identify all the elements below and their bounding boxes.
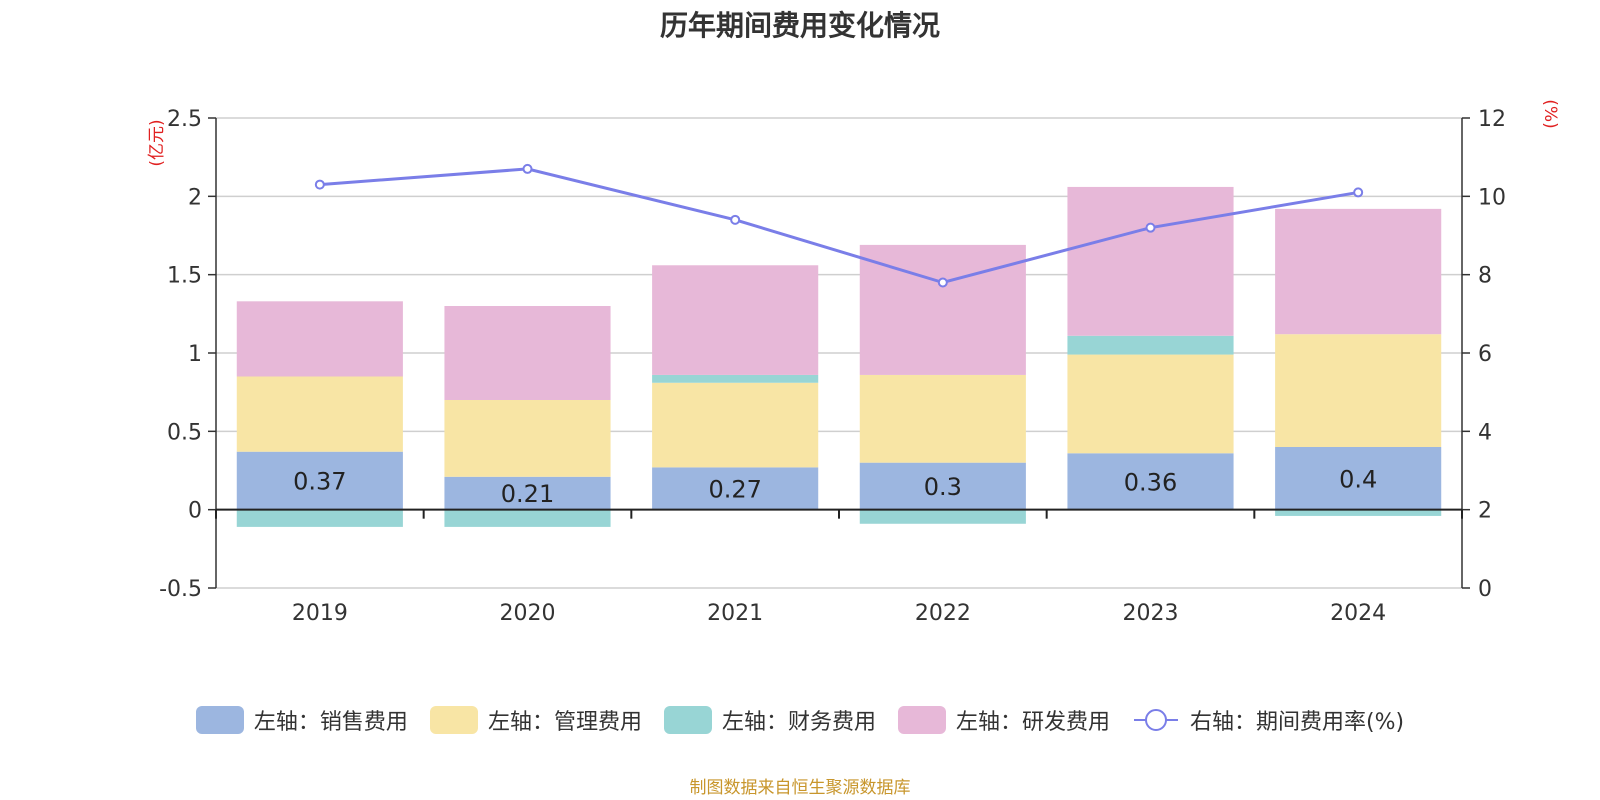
expense-rate-point <box>522 163 533 174</box>
bar-segment-rd <box>236 301 403 377</box>
bar-segment-finance <box>652 374 819 383</box>
bar-segment-finance <box>859 509 1026 524</box>
x-axis-tick-label: 2021 <box>707 601 763 626</box>
bar-segment-sales <box>236 451 403 510</box>
bar-data-label: 0.27 <box>708 476 761 504</box>
bar-segment-admin <box>444 400 611 477</box>
bar-segment-admin <box>859 374 1026 463</box>
legend-swatch-rd <box>897 706 946 734</box>
right-axis-tick-label: 4 <box>1478 420 1492 445</box>
expense-rate-point <box>1353 187 1364 198</box>
legend-label-admin: 左轴：管理费用 <box>487 710 642 735</box>
bar-segment-finance <box>1275 509 1442 516</box>
expense-rate-point <box>730 214 741 225</box>
legend-swatch-finance <box>663 706 712 734</box>
x-axis-tick-label: 2022 <box>915 601 971 626</box>
bar-segment-admin <box>1067 354 1234 454</box>
bar-segment-admin <box>236 376 403 452</box>
x-axis-tick-label: 2019 <box>292 601 348 626</box>
legend-item-finance[interactable]: 左轴：财务费用 <box>663 704 876 736</box>
legend-item-sales[interactable]: 左轴：销售费用 <box>195 704 408 736</box>
bar-segment-rd <box>652 265 819 375</box>
bar-segment-rd <box>1275 208 1442 335</box>
bar-segment-rd <box>1067 186 1234 336</box>
bar-data-label: 0.4 <box>1339 465 1377 493</box>
right-axis-tick-label: 6 <box>1478 342 1492 367</box>
right-axis-tick-label: 2 <box>1478 499 1492 524</box>
legend-item-rd[interactable]: 左轴：研发费用 <box>897 704 1110 736</box>
bar-segment-sales <box>652 467 819 510</box>
bar-segment-finance <box>444 509 611 527</box>
bar-segment-sales <box>1275 447 1442 510</box>
bar-data-label: 0.36 <box>1124 468 1177 496</box>
legend: 左轴：销售费用 左轴：管理费用 左轴：财务费用 左轴：研发费用 右轴：期间费用率… <box>0 704 1600 736</box>
left-axis-tick-label: 1.5 <box>167 264 202 289</box>
bar-segment-sales <box>1067 453 1234 510</box>
legend-item-expense-rate[interactable]: 右轴：期间费用率(%) <box>1132 704 1404 736</box>
right-axis-tick-label: 8 <box>1478 264 1492 289</box>
left-axis-tick-label: 0.5 <box>167 420 202 445</box>
x-axis-tick-label: 2024 <box>1330 601 1386 626</box>
bar-segment-finance <box>236 509 403 527</box>
bar-data-label: 0.3 <box>924 473 962 501</box>
right-axis-tick-label: 12 <box>1478 107 1506 132</box>
legend-label-finance: 左轴：财务费用 <box>721 710 876 735</box>
legend-label-expense-rate: 右轴：期间费用率(%) <box>1189 710 1405 735</box>
source-note: 制图数据来自恒生聚源数据库 <box>689 778 911 798</box>
bar-segment-sales <box>444 476 611 510</box>
legend-label-sales: 左轴：销售费用 <box>253 710 408 735</box>
legend-swatch-sales <box>195 706 244 734</box>
bar-segment-admin <box>1275 334 1442 447</box>
left-axis-tick-label: -0.5 <box>159 577 202 602</box>
right-axis-unit-label: (%) <box>1540 99 1560 128</box>
bar-segment-finance <box>1067 335 1234 355</box>
left-axis-unit-label: (亿元) <box>147 119 167 166</box>
bar-segment-admin <box>652 382 819 468</box>
left-axis-tick-label: 1 <box>188 342 202 367</box>
expense-rate-point <box>1145 222 1156 233</box>
expense-rate-point <box>314 179 325 190</box>
left-axis-tick-label: 0 <box>188 499 202 524</box>
right-axis-tick-label: 0 <box>1478 577 1492 602</box>
x-axis-tick-label: 2020 <box>500 601 556 626</box>
x-axis-tick-label: 2023 <box>1123 601 1179 626</box>
expense-rate-point <box>937 277 948 288</box>
bar-segment-sales <box>859 462 1026 510</box>
right-axis-tick-label: 10 <box>1478 185 1506 210</box>
expense-rate-line <box>319 167 1359 285</box>
left-axis-tick-label: 2 <box>188 185 202 210</box>
legend-label-rd: 左轴：研发费用 <box>955 710 1110 735</box>
legend-swatch-admin <box>429 706 478 734</box>
left-axis-tick-label: 2.5 <box>167 107 202 132</box>
legend-line-marker-icon <box>1133 709 1178 731</box>
chart-plot: -0.5 0 0.5 1 1.5 2 2.5 0 2 4 6 8 10 12 (亿元) (%) 0.37 0.21… <box>147 99 1560 626</box>
bar-data-label: 0.37 <box>293 468 346 496</box>
chart-title: 历年期间费用变化情况 <box>659 9 940 42</box>
bar-segment-rd <box>444 306 611 400</box>
legend-item-admin[interactable]: 左轴：管理费用 <box>429 704 642 736</box>
bar-data-label: 0.21 <box>501 480 554 508</box>
